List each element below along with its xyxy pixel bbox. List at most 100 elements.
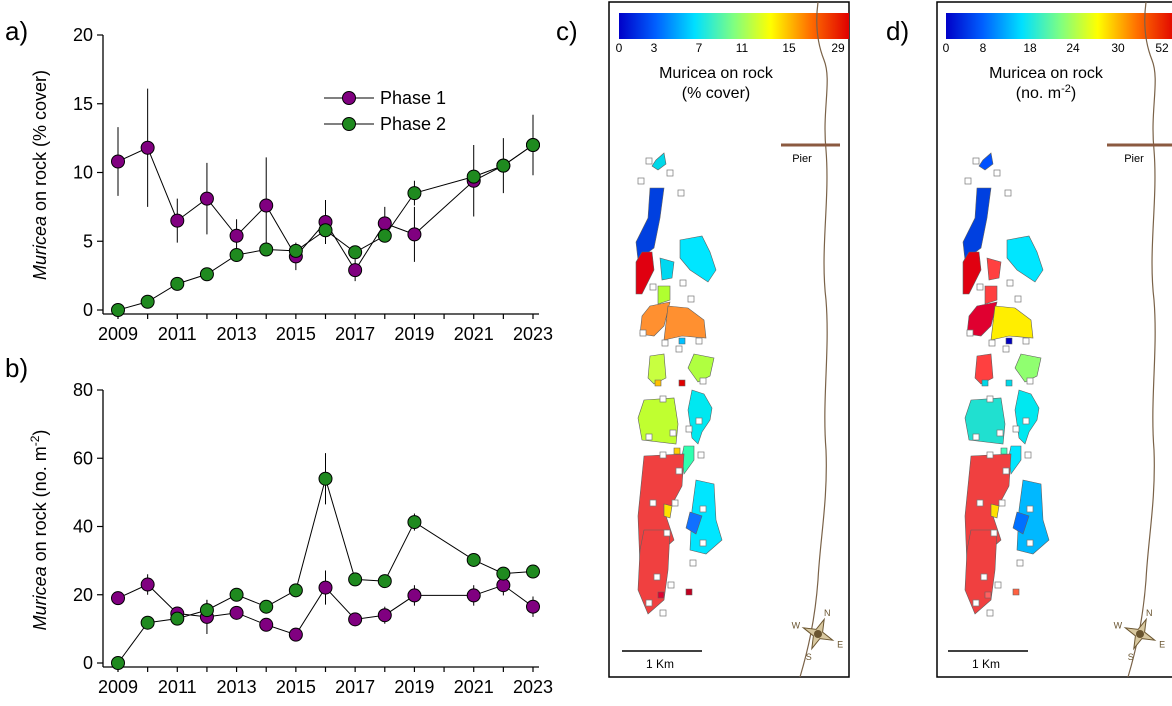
- compass-label-s: S: [1128, 652, 1134, 662]
- compass-label-s: S: [806, 652, 812, 662]
- legend-marker-2: [342, 117, 356, 131]
- map-d-colorbar-label-2: (no. m-2): [1016, 83, 1076, 102]
- data-point-phase2: [407, 186, 422, 201]
- data-point-phase1: [466, 588, 481, 603]
- map-survey-polygon: [1014, 389, 1040, 445]
- map-survey-polygon: [673, 447, 681, 455]
- data-point-phase1: [407, 588, 422, 603]
- data-point-phase1: [199, 191, 214, 206]
- data-point-phase1: [140, 140, 155, 155]
- data-point-phase1: [140, 577, 155, 592]
- data-point-phase2: [348, 572, 363, 587]
- map-survey-site: [964, 177, 972, 185]
- map-survey-site: [994, 581, 1002, 589]
- map-survey-polygon: [685, 588, 693, 596]
- map-survey-site: [663, 529, 671, 537]
- map-survey-site: [669, 429, 677, 437]
- data-point-phase1: [348, 612, 363, 627]
- map-survey-site: [637, 177, 645, 185]
- map-c-compass: N E S W: [792, 608, 843, 662]
- map-c-cbtick-2: 7: [696, 41, 703, 55]
- xtick-label: 2015: [276, 677, 316, 697]
- chart-a: Muricea on rock (% cover) 0 5 10 15 20 2009 20…: [30, 25, 553, 344]
- map-d-coastline: [1127, 1, 1156, 677]
- map-survey-site: [645, 157, 653, 165]
- map-survey-polygon: [966, 301, 998, 337]
- xtick-label: 2015: [276, 324, 316, 344]
- map-survey-site: [976, 283, 984, 291]
- map-survey-polygon: [687, 389, 713, 445]
- map-d-polygons: [962, 152, 1050, 617]
- map-survey-site: [1002, 345, 1010, 353]
- map-survey-polygon: [678, 379, 686, 387]
- xtick-label: 2013: [217, 677, 257, 697]
- map-survey-site: [699, 505, 707, 513]
- map-survey-polygon: [974, 353, 994, 385]
- map-survey-site: [1014, 295, 1022, 303]
- data-point-phase1: [318, 580, 333, 595]
- map-survey-site: [1024, 451, 1032, 459]
- data-point-phase2: [259, 242, 274, 257]
- map-survey-polygon: [685, 511, 703, 535]
- data-point-phase2: [318, 223, 333, 238]
- ytick-label: 0: [83, 653, 93, 673]
- panel-label-a: a): [5, 16, 28, 46]
- map-d-compass: N E S W: [1114, 608, 1165, 662]
- data-point-phase1: [526, 599, 540, 614]
- xtick-label: 2023: [513, 324, 553, 344]
- legend-label-2: Phase 2: [380, 114, 446, 134]
- map-d-colorbar: [946, 13, 1172, 39]
- map-survey-site: [671, 499, 679, 507]
- map-c-polygons: [635, 152, 723, 617]
- map-survey-site: [675, 467, 683, 475]
- map-survey-site: [1026, 539, 1034, 547]
- compass-label-w: W: [1114, 621, 1123, 631]
- map-survey-polygon: [1012, 588, 1020, 596]
- xtick-label: 2009: [98, 324, 138, 344]
- map-survey-polygon: [1000, 447, 1008, 455]
- chart-b: Muricea on rock (no. m-2) 0 20 40 60 80 2009 2…: [28, 380, 553, 697]
- map-survey-site: [1012, 425, 1020, 433]
- ytick-label: 20: [73, 585, 93, 605]
- map-survey-site: [986, 395, 994, 403]
- xtick-label: 2013: [217, 324, 257, 344]
- xtick-label: 2011: [158, 324, 197, 344]
- map-survey-site: [998, 499, 1006, 507]
- data-point-phase1: [496, 578, 511, 593]
- ytick-label: 15: [73, 94, 93, 114]
- map-c-coastline: [799, 1, 828, 677]
- map-survey-polygon: [984, 285, 998, 305]
- data-point-phase2: [377, 574, 392, 589]
- data-point-phase2: [318, 471, 333, 486]
- chart-a-ylabel: Muricea on rock (% cover): [30, 70, 50, 280]
- data-point-phase2: [170, 611, 185, 626]
- map-d-cbtick-3: 24: [1066, 41, 1080, 55]
- data-point-phase2: [526, 564, 540, 579]
- panel-label-d: d): [886, 16, 909, 46]
- map-survey-site: [986, 609, 994, 617]
- map-survey-site: [699, 539, 707, 547]
- map-survey-polygon: [635, 251, 655, 295]
- ytick-label: 20: [73, 25, 93, 45]
- map-survey-site: [993, 169, 1001, 177]
- xtick-label: 2019: [394, 677, 434, 697]
- data-point-phase1: [377, 608, 392, 623]
- map-c-colorbar-label-2: (% cover): [682, 85, 750, 102]
- data-point-phase2: [111, 303, 125, 317]
- data-point-phase1: [111, 591, 125, 606]
- map-survey-polygon: [659, 257, 675, 281]
- compass-center: [814, 630, 822, 638]
- map-survey-site: [996, 429, 1004, 437]
- data-point-phase1: [377, 216, 392, 231]
- map-survey-polygon: [657, 285, 671, 305]
- map-survey-site: [972, 433, 980, 441]
- map-survey-polygon: [1012, 511, 1030, 535]
- map-d-cbtick-4: 30: [1111, 41, 1125, 55]
- compass-center: [1136, 630, 1144, 638]
- xtick-label: 2021: [454, 677, 494, 697]
- map-survey-polygon: [647, 353, 667, 385]
- map-survey-site: [666, 169, 674, 177]
- map-d-scale-label: 1 Km: [972, 657, 1000, 671]
- compass-label-w: W: [792, 621, 801, 631]
- map-survey-polygon: [1006, 235, 1044, 283]
